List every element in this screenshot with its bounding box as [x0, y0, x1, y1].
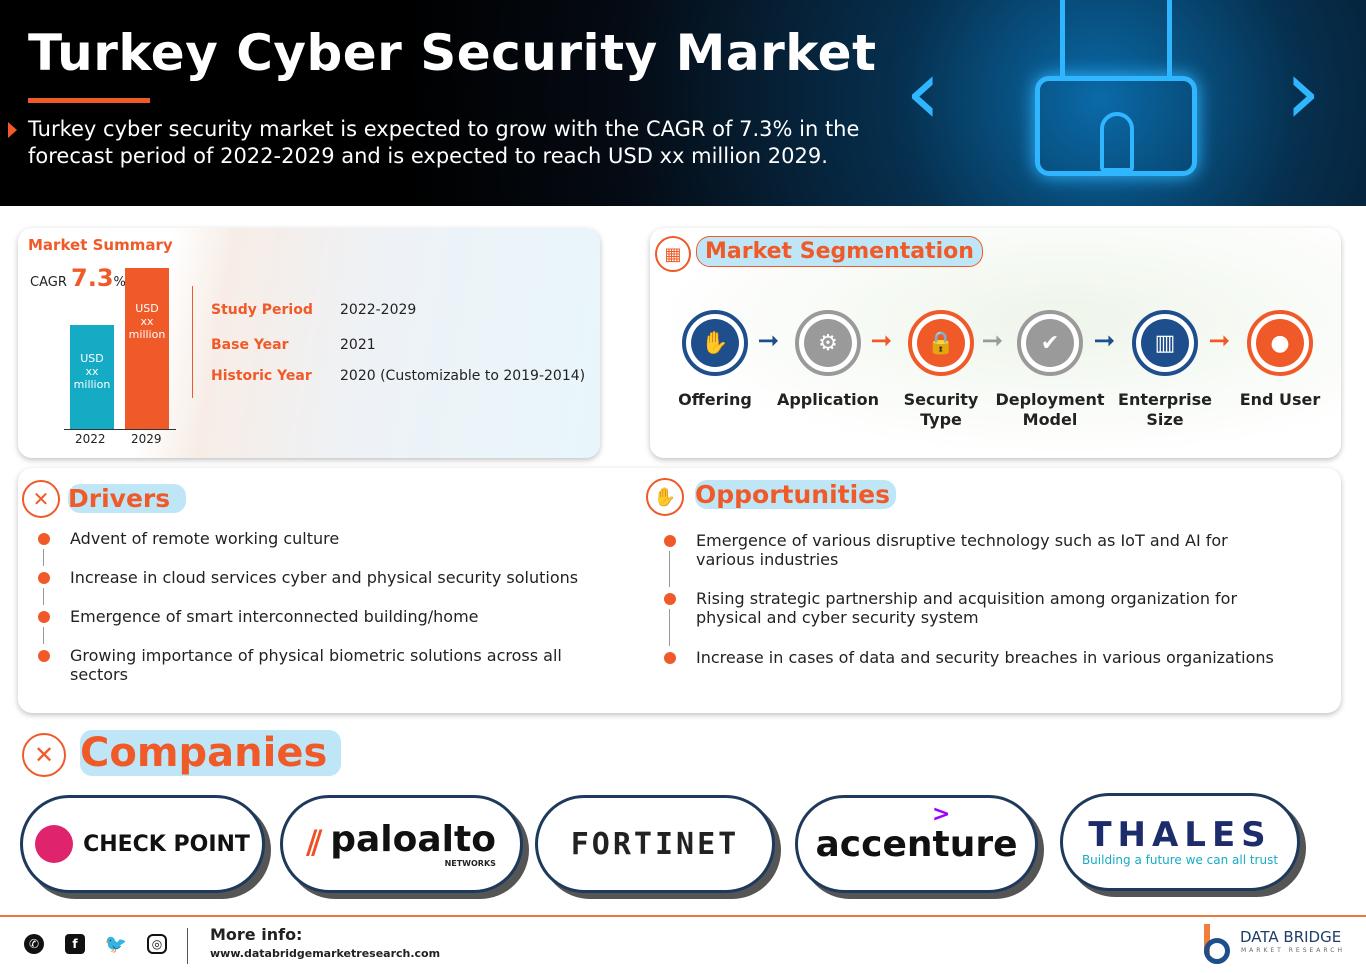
bar-2022: USD xx million	[70, 325, 114, 429]
segment-label: End User	[1239, 390, 1321, 409]
footer-divider	[0, 915, 1366, 917]
twitter-icon[interactable]: 🐦	[104, 933, 128, 955]
bullet-dot	[38, 611, 50, 623]
page-title: Turkey Cyber Security Market	[28, 24, 877, 82]
segment-label: Enterprise Size	[1118, 390, 1212, 429]
fortinet-wordmark: FORTINET	[570, 826, 740, 862]
bar-year-2022: 2022	[75, 432, 106, 446]
shield-lock-icon: 🔒	[908, 310, 974, 376]
laptop-check-icon: ✔	[1017, 310, 1083, 376]
segment-label: Security Type	[903, 390, 979, 429]
bullet-dot	[664, 652, 676, 664]
bullet-connector	[669, 551, 670, 587]
padlock-icon	[1035, 76, 1197, 176]
facts-timeline	[192, 286, 193, 398]
cagr-label: CAGR	[30, 275, 67, 290]
bullet-triangle-icon	[8, 122, 17, 138]
cagr-value: 7.3	[71, 264, 114, 292]
study-period-value: 2022-2029	[340, 302, 417, 318]
accenture-mark: >	[932, 802, 951, 827]
list-item: Emergence of various disruptive technolo…	[696, 531, 1228, 569]
historic-year-label: Historic Year	[211, 368, 312, 384]
market-summary-heading: Market Summary	[28, 236, 173, 254]
hand-person-icon: ✋	[682, 310, 748, 376]
bar-baseline	[64, 429, 176, 430]
list-item: Advent of remote working culture	[70, 529, 340, 548]
logo-check-point: CHECK POINT	[20, 795, 265, 893]
base-year-value: 2021	[340, 337, 376, 353]
bullet-connector	[43, 549, 44, 566]
buildings-icon: ▥	[1132, 310, 1198, 376]
arrow-right-icon: ➞	[757, 326, 780, 356]
logo-paloalto: ⫽ paloalto NETWORKS	[280, 795, 523, 893]
cagr-readout: CAGR 7.3%	[30, 264, 126, 292]
opportunities-heading: Opportunities	[695, 480, 897, 509]
market-segmentation-card: ▦ Market Segmentation	[650, 228, 1341, 458]
logo-thales: THALES Building a future we can all trus…	[1060, 793, 1300, 891]
thales-wordmark: THALES	[1088, 815, 1272, 855]
check-point-mark	[35, 825, 74, 863]
chevron-left-icon: ‹	[905, 40, 941, 145]
tools-icon: ✕	[22, 480, 60, 518]
market-segmentation-heading: Market Segmentation	[696, 236, 983, 267]
bullet-connector	[669, 609, 670, 646]
arrow-right-icon: ➞	[1093, 326, 1116, 356]
thales-tagline: Building a future we can all trust	[1081, 853, 1279, 867]
bullet-dot	[664, 535, 676, 547]
arrow-right-icon: ➞	[1208, 326, 1231, 356]
drivers-heading: Drivers	[68, 484, 187, 513]
list-item: Growing importance of physical biometric…	[70, 646, 562, 684]
bullet-connector	[43, 588, 44, 605]
paloalto-mark: ⫽	[307, 824, 323, 864]
logo-accenture: accenture >	[795, 795, 1038, 893]
header-banner: ‹ › Turkey Cyber Security Market Turkey …	[0, 0, 1366, 206]
keyhole-icon	[1100, 112, 1134, 172]
paloalto-wordmark: paloalto	[330, 818, 496, 860]
arrow-right-icon: ➞	[870, 326, 893, 356]
base-year-label: Base Year	[211, 337, 289, 353]
instagram-icon[interactable]: ◎	[147, 934, 167, 954]
gear-icon: ⚙	[795, 310, 861, 376]
facebook-icon[interactable]: f	[65, 934, 85, 954]
padlock-shackle-graphic	[1060, 0, 1172, 80]
bullet-dot	[38, 650, 50, 662]
paloalto-networks: NETWORKS	[444, 858, 496, 868]
bar-2029: USD xx million	[125, 268, 169, 429]
bullet-dot	[664, 593, 676, 605]
check-point-wordmark: CHECK POINT	[83, 831, 250, 857]
hand-money-icon: ✋	[646, 478, 684, 516]
data-bridge-brand-sub: MARKET RESEARCH	[1241, 947, 1345, 954]
store-icon: ▦	[655, 236, 691, 272]
list-item: Emergence of smart interconnected buildi…	[70, 607, 479, 626]
footer-separator	[187, 928, 188, 964]
bullet-dot	[38, 533, 50, 545]
study-period-label: Study Period	[211, 302, 313, 318]
segment-label: Application	[776, 390, 880, 409]
website-link[interactable]: www.databridgemarketresearch.com	[210, 947, 441, 960]
accenture-wordmark: accenture	[815, 823, 1018, 865]
historic-year-value: 2020 (Customizable to 2019-2014)	[340, 368, 586, 384]
more-info-label: More info:	[210, 925, 303, 944]
tools-icon: ✕	[22, 733, 66, 777]
list-item: Increase in cases of data and security b…	[696, 648, 1274, 667]
header-subtitle: Turkey cyber security market is expected…	[28, 117, 860, 168]
logo-fortinet: FORTINET	[535, 795, 775, 893]
cagr-unit: %	[113, 275, 126, 290]
bar-year-2029: 2029	[131, 432, 162, 446]
whatsapp-icon[interactable]: ✆	[24, 934, 44, 954]
title-underline	[28, 98, 150, 103]
list-item: Rising strategic partnership and acquisi…	[696, 589, 1238, 627]
segment-label: Deployment Model	[995, 390, 1105, 429]
arrow-right-icon: ➞	[981, 326, 1004, 356]
list-item: Increase in cloud services cyber and phy…	[70, 568, 579, 587]
bullet-connector	[43, 627, 44, 644]
companies-heading: Companies	[80, 730, 342, 776]
chevron-right-icon: ›	[1285, 40, 1321, 145]
data-bridge-brand: DATA BRIDGE	[1240, 928, 1342, 946]
data-bridge-logo-icon	[1196, 924, 1234, 966]
segment-label: Offering	[678, 390, 752, 409]
market-summary-card: Market Summary CAGR 7.3% USD xx million US…	[18, 228, 600, 458]
bullet-dot	[38, 572, 50, 584]
user-icon: ●	[1247, 310, 1313, 376]
